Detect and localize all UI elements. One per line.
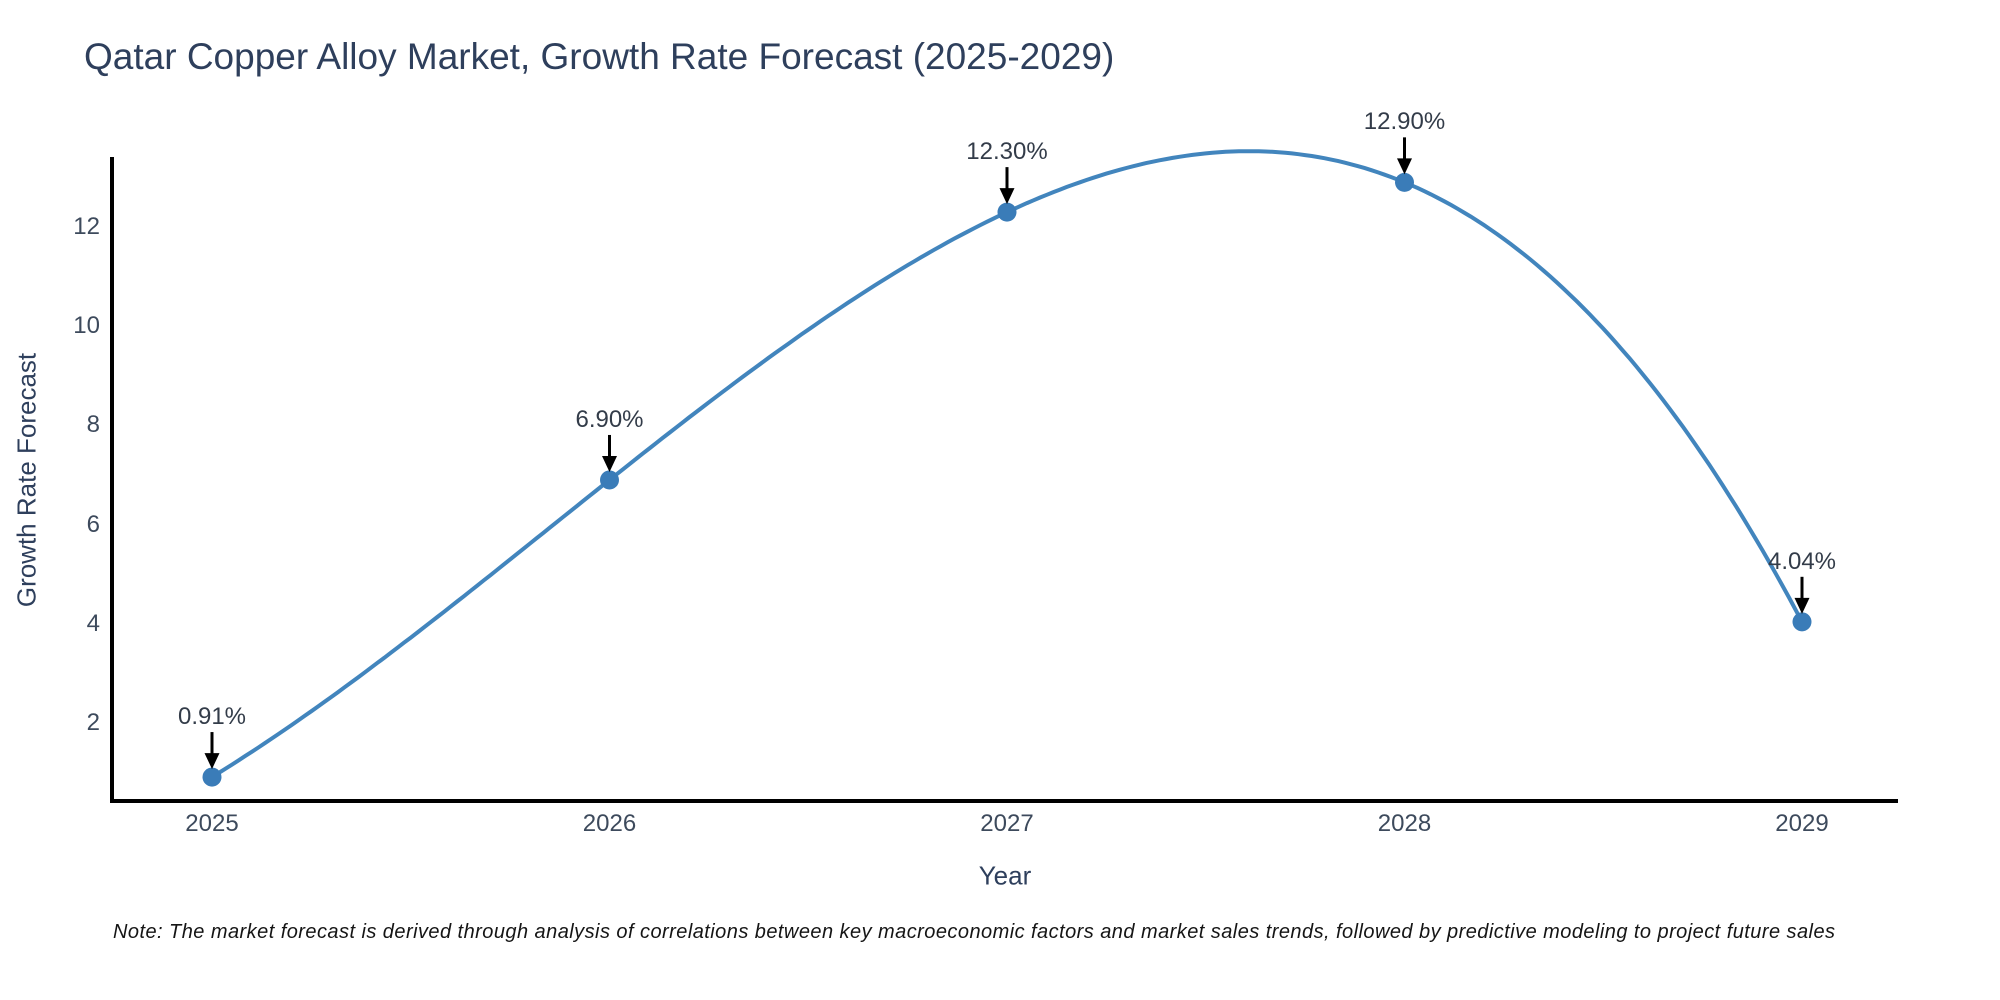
data-point-label: 12.90% [1363,108,1446,136]
y-tick-label: 2 [86,709,100,736]
y-tick-label: 4 [86,609,100,637]
data-point-marker [1395,172,1414,192]
footnote: Note: The market forecast is derived thr… [113,921,1836,943]
annotation-arrowhead [602,455,617,472]
x-tick-label: 2026 [582,810,637,837]
x-axis-title: Year [978,860,1032,891]
y-tick-label: 10 [73,312,100,340]
annotation-arrowhead [204,753,220,770]
x-tick-label: 2028 [1377,810,1432,837]
data-point-label: 12.30% [966,138,1048,166]
annotation-arrowhead [1397,158,1412,175]
data-point-label: 6.90% [575,405,644,433]
data-point-marker [600,470,619,490]
data-point-marker [202,767,222,787]
data-point-label: 4.04% [1767,547,1837,575]
y-tick-label: 8 [86,411,100,439]
y-tick-label: 6 [86,510,100,538]
x-tick-label: 2025 [185,810,239,837]
y-tick-label: 12 [73,213,100,240]
annotation-arrowhead [1794,597,1810,614]
data-point-marker [997,202,1017,222]
x-tick-label: 2027 [980,810,1034,837]
annotation-arrowhead [999,188,1015,205]
data-point-label: 0.91% [177,703,247,731]
trend-line [210,149,1804,780]
x-tick-label: 2029 [1775,810,1829,837]
data-point-marker [1792,612,1812,632]
chart-title: Qatar Copper Alloy Market, Growth Rate F… [84,36,1115,77]
